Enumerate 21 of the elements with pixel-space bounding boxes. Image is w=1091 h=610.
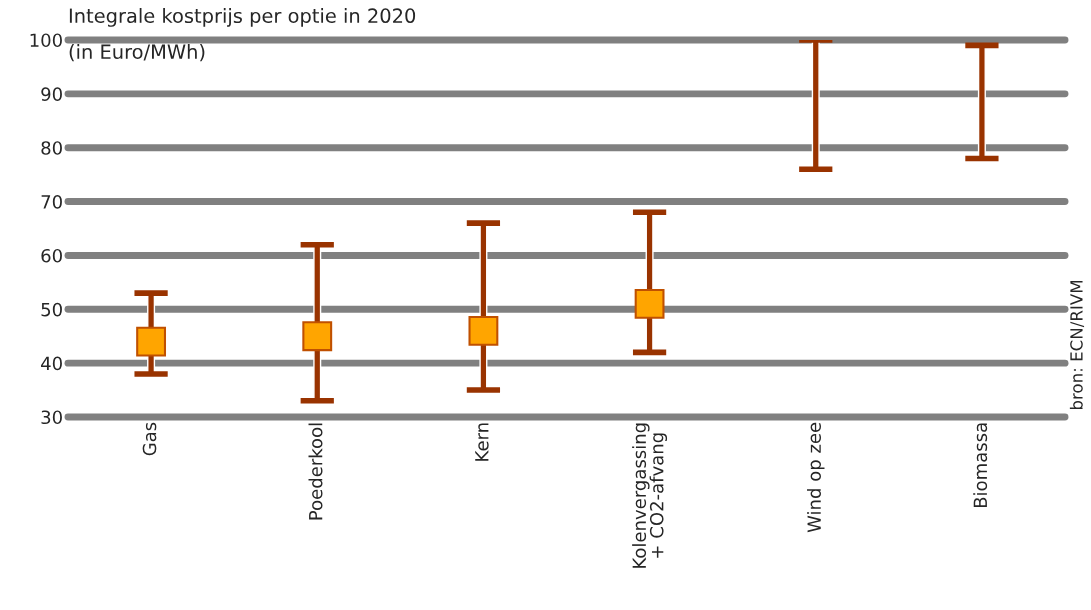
x-tick-label: Poederkool	[308, 423, 323, 520]
point	[136, 326, 167, 357]
y-tick-label: 100	[30, 33, 62, 48]
y-tick-label: 90	[41, 87, 62, 101]
point	[634, 288, 665, 319]
chart-title: Integrale kostprijs per optie in 2020	[69, 8, 416, 27]
x-tick-label: Kolenvergassing + CO2-afvang	[632, 423, 668, 568]
y-tick-label: 40	[41, 356, 62, 371]
y-tick-label: 70	[41, 195, 62, 209]
point	[302, 321, 333, 352]
y-tick-label: 30	[41, 410, 62, 425]
x-tick-label: Biomassa	[973, 423, 988, 508]
chart-subtitle: (in Euro/MWh)	[69, 44, 205, 62]
x-tick-label: Gas	[142, 422, 157, 456]
x-tick-label: Kern	[475, 423, 489, 461]
x-tick-label: Wind op zee	[807, 422, 825, 533]
point	[468, 315, 499, 346]
y-tick-label: 80	[41, 141, 62, 155]
text: bron: ECN/RIVM	[1069, 281, 1085, 410]
y-tick-label: 50	[41, 302, 62, 317]
y-tick-label: 60	[41, 248, 62, 263]
